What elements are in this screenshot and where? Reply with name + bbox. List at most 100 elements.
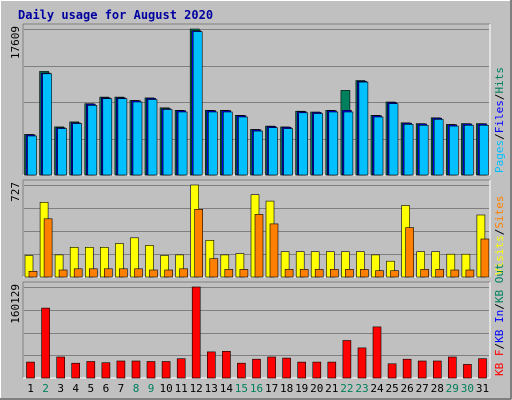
legend-separator: /: [493, 229, 506, 236]
day-label: 11: [175, 382, 188, 395]
bar: [329, 269, 339, 278]
bar: [134, 268, 143, 278]
bar: [56, 356, 66, 379]
day-label: 15: [235, 382, 248, 395]
day-label: 10: [159, 382, 172, 395]
bar: [102, 98, 113, 176]
bar: [253, 130, 263, 176]
panel-hits-files-pages: 17609 Pages/Files/Hits: [9, 23, 506, 176]
day-label: 12: [190, 382, 203, 395]
bar: [104, 268, 113, 278]
bar: [297, 361, 307, 379]
day-label: 16: [250, 382, 263, 395]
day-label: 4: [72, 382, 79, 395]
bar: [149, 269, 158, 278]
bar: [179, 268, 188, 278]
day-label: 24: [370, 382, 384, 395]
bar: [177, 111, 188, 176]
bar: [357, 347, 367, 379]
bar: [418, 125, 429, 176]
day-label: 18: [280, 382, 293, 395]
legend-item: Hits: [493, 67, 506, 94]
bar: [191, 286, 201, 379]
day-label: 5: [87, 382, 94, 395]
bar: [237, 362, 246, 379]
series-pages: [27, 31, 489, 176]
day-label: 21: [325, 382, 338, 395]
bar: [26, 361, 35, 379]
panel-legend: Pages/Files/Hits: [493, 67, 506, 173]
day-label: 2: [42, 382, 49, 395]
max-value-label: 160129: [9, 284, 22, 324]
day-label: 22: [340, 382, 353, 395]
bar: [298, 112, 309, 176]
bar: [116, 360, 126, 379]
bar: [176, 358, 186, 379]
day-label: 25: [385, 382, 398, 395]
chart-title: Daily usage for August 2020: [18, 8, 213, 22]
bar: [463, 364, 472, 379]
legend-item: KB In: [493, 310, 506, 343]
bar: [161, 361, 171, 379]
bar: [417, 360, 427, 379]
bar: [207, 351, 216, 379]
bar: [312, 361, 322, 379]
bar: [162, 109, 173, 176]
bar: [314, 269, 324, 278]
bar: [480, 238, 490, 278]
bar: [375, 270, 384, 278]
bar: [283, 128, 293, 176]
panel-legend: KB F/KB In/KB Out: [493, 263, 506, 376]
legend-item: Visits: [493, 235, 506, 275]
bar: [448, 125, 459, 176]
bar: [43, 218, 53, 278]
bar: [433, 119, 444, 176]
bar: [268, 127, 278, 176]
bar: [252, 358, 261, 379]
bar: [147, 99, 158, 176]
day-axis-labels: 1 2 3 4 5 6 7 8 9 10 11 12 13 14 15 16 17 18 19 20 21 22 23 24 2…: [27, 382, 489, 395]
bar: [132, 101, 143, 176]
bar: [327, 361, 337, 379]
day-label: 28: [431, 382, 444, 395]
panel-kbf-kbin-kbout: 160129 KB F/KB In/KB Out: [9, 263, 506, 379]
bar: [192, 31, 203, 176]
bar: [27, 135, 37, 176]
bar: [28, 270, 38, 278]
bar: [146, 361, 156, 379]
day-label: 6: [103, 382, 110, 395]
day-label: 7: [118, 382, 125, 395]
bar: [101, 362, 111, 379]
day-label: 20: [310, 382, 323, 395]
bar: [209, 258, 219, 278]
day-label: 26: [400, 382, 413, 395]
bar: [269, 223, 279, 278]
legend-separator: /: [493, 94, 506, 101]
bar: [57, 128, 67, 176]
series-sites: [28, 209, 490, 278]
bar: [267, 356, 276, 379]
panel-legend: Visits/Sites: [493, 196, 506, 276]
chart-panels: 17609Pages/Files/Hits727Visits/Sites1601…: [9, 23, 506, 379]
bar: [58, 269, 68, 278]
bar: [73, 268, 83, 278]
day-label: 9: [148, 382, 155, 395]
bar: [131, 360, 141, 379]
bar: [402, 358, 412, 379]
bar: [224, 269, 234, 278]
max-value-label: 17609: [9, 26, 22, 59]
bar: [343, 111, 354, 176]
bar: [86, 361, 96, 379]
day-label: 29: [446, 382, 459, 395]
bar: [313, 113, 324, 176]
bar: [358, 81, 369, 176]
legend-item: Sites: [493, 196, 506, 229]
bar: [282, 357, 291, 379]
bar: [72, 123, 82, 176]
bar: [299, 269, 309, 278]
bar: [465, 269, 475, 278]
day-label: 13: [205, 382, 218, 395]
bar: [403, 124, 414, 176]
bar: [239, 269, 249, 278]
